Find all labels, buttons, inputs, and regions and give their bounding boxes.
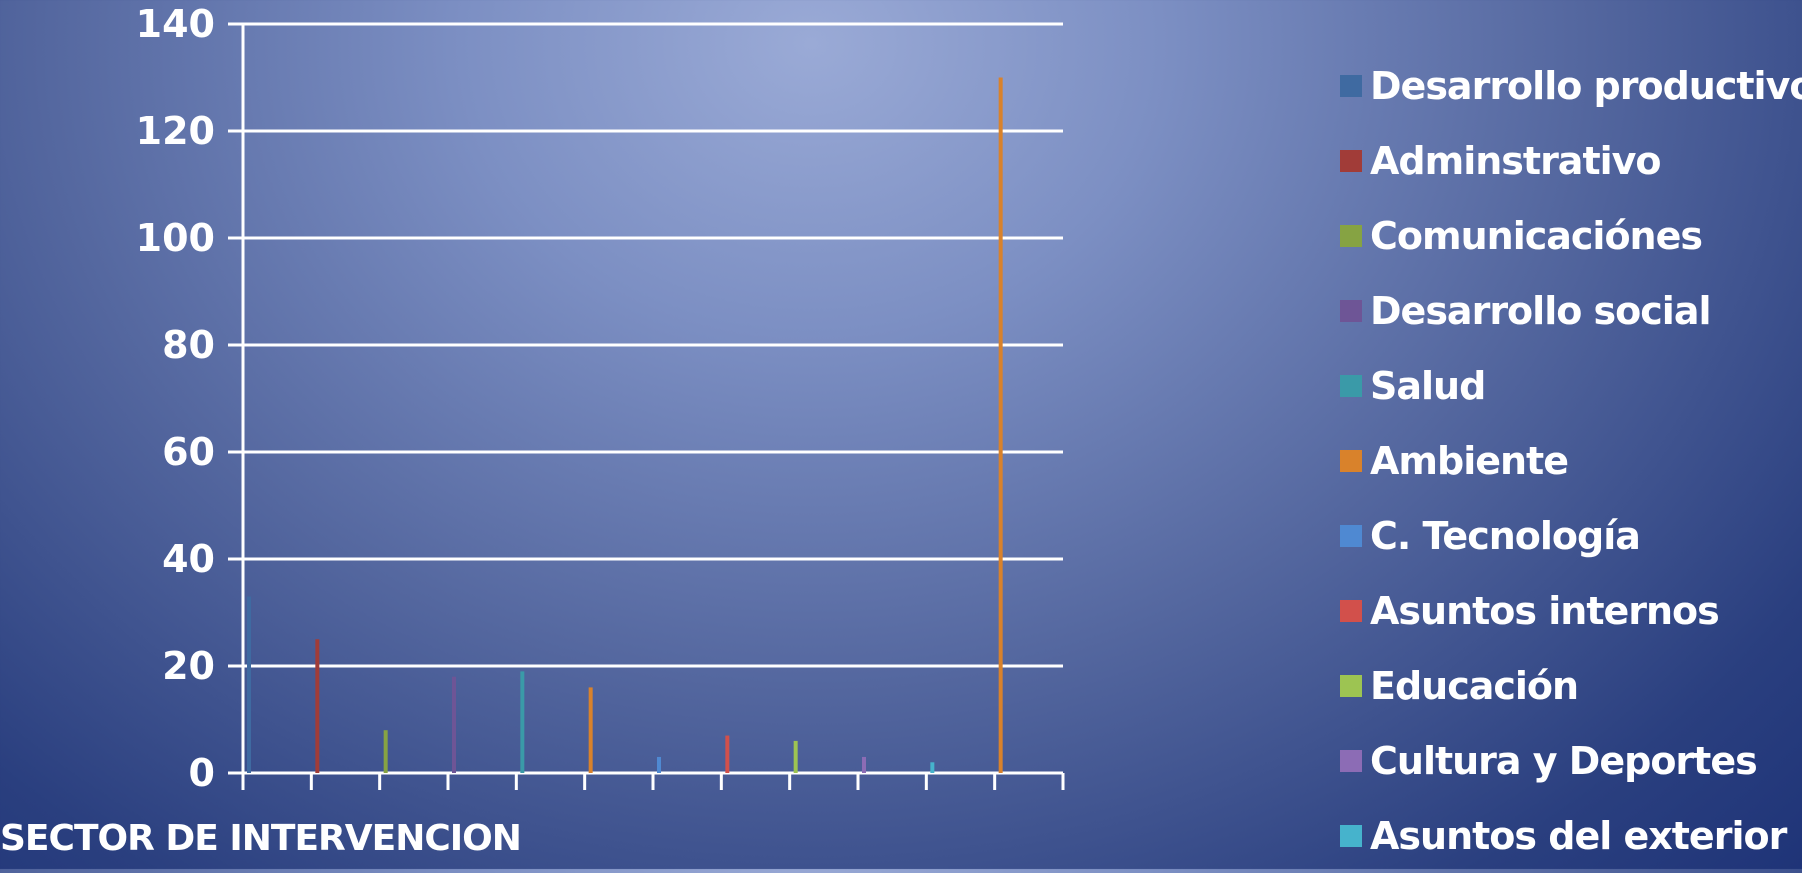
legend-swatch <box>1340 824 1362 847</box>
legend-label: Comunicaciónes <box>1370 213 1703 258</box>
chart: 0 20 40 60 80 100 120 140 <box>136 2 1065 795</box>
x-axis <box>241 24 1065 790</box>
legend-item: Educación <box>1340 648 1802 723</box>
legend-swatch <box>1340 749 1362 772</box>
legend-label: Desarrollo productivo <box>1370 63 1802 108</box>
bar-adminstrativo <box>315 639 320 773</box>
bar-desarrollo-productivo <box>247 596 251 773</box>
legend-item: Asuntos internos <box>1340 573 1802 648</box>
legend-label: Salud <box>1370 363 1486 408</box>
legend-item: Asuntos del exterior <box>1340 798 1802 873</box>
x-axis-title: SECTOR DE INTERVENCION <box>0 818 522 859</box>
legend-item: C. Tecnología <box>1340 498 1802 573</box>
bar-c-tecnolog-a <box>657 756 661 773</box>
legend-swatch <box>1340 674 1362 697</box>
legend-label: Desarrollo social <box>1370 288 1711 333</box>
y-tick-label: 120 <box>136 109 215 153</box>
legend-label: Asuntos internos <box>1370 588 1720 633</box>
legend-swatch <box>1340 224 1362 247</box>
legend-swatch <box>1340 599 1362 622</box>
bar-ambiente <box>588 687 593 773</box>
bar-salud <box>520 671 525 773</box>
y-tick-label: 40 <box>162 537 215 581</box>
y-tick-label: 60 <box>162 430 215 474</box>
bar-asuntos-del-exterior <box>930 762 935 773</box>
y-tick-label: 20 <box>162 644 215 688</box>
legend-item: Desarrollo social <box>1340 273 1802 348</box>
gridlines <box>228 22 1063 775</box>
legend-swatch <box>1340 374 1362 397</box>
legend-label: C. Tecnología <box>1370 513 1641 558</box>
legend-label: Cultura y Deportes <box>1370 738 1758 783</box>
legend-swatch <box>1340 299 1362 322</box>
y-tick-label: 80 <box>162 323 215 367</box>
legend-item: Adminstrativo <box>1340 123 1802 198</box>
bar-educaci-n <box>793 740 798 773</box>
legend: Desarrollo productivo Adminstrativo Comuni… <box>1340 48 1802 873</box>
y-tick-label: 0 <box>189 751 215 795</box>
legend-item: Cultura y Deportes <box>1340 723 1802 798</box>
legend-item: Ambiente <box>1340 423 1802 498</box>
legend-item: Comunicaciónes <box>1340 198 1802 273</box>
bar-asuntos-internos <box>725 735 730 773</box>
y-tick-label: 100 <box>136 216 215 260</box>
legend-item: Desarrollo productivo <box>1340 48 1802 123</box>
bar-cultura-y-deportes <box>862 756 866 773</box>
y-tick-label: 140 <box>136 2 215 46</box>
legend-label: Educación <box>1370 663 1579 708</box>
bars <box>247 77 1003 773</box>
legend-swatch <box>1340 74 1362 97</box>
bar-ambiente <box>998 77 1003 773</box>
legend-swatch <box>1340 149 1362 172</box>
y-axis: 0 20 40 60 80 100 120 140 <box>136 2 215 795</box>
legend-label: Asuntos del exterior <box>1370 813 1787 858</box>
legend-label: Adminstrativo <box>1370 138 1662 183</box>
legend-swatch <box>1340 449 1362 472</box>
legend-item: Salud <box>1340 348 1802 423</box>
legend-label: Ambiente <box>1370 438 1569 483</box>
bar-desarrollo-social <box>452 676 456 773</box>
legend-swatch <box>1340 524 1362 547</box>
bar-comunicaci-nes <box>383 730 388 773</box>
